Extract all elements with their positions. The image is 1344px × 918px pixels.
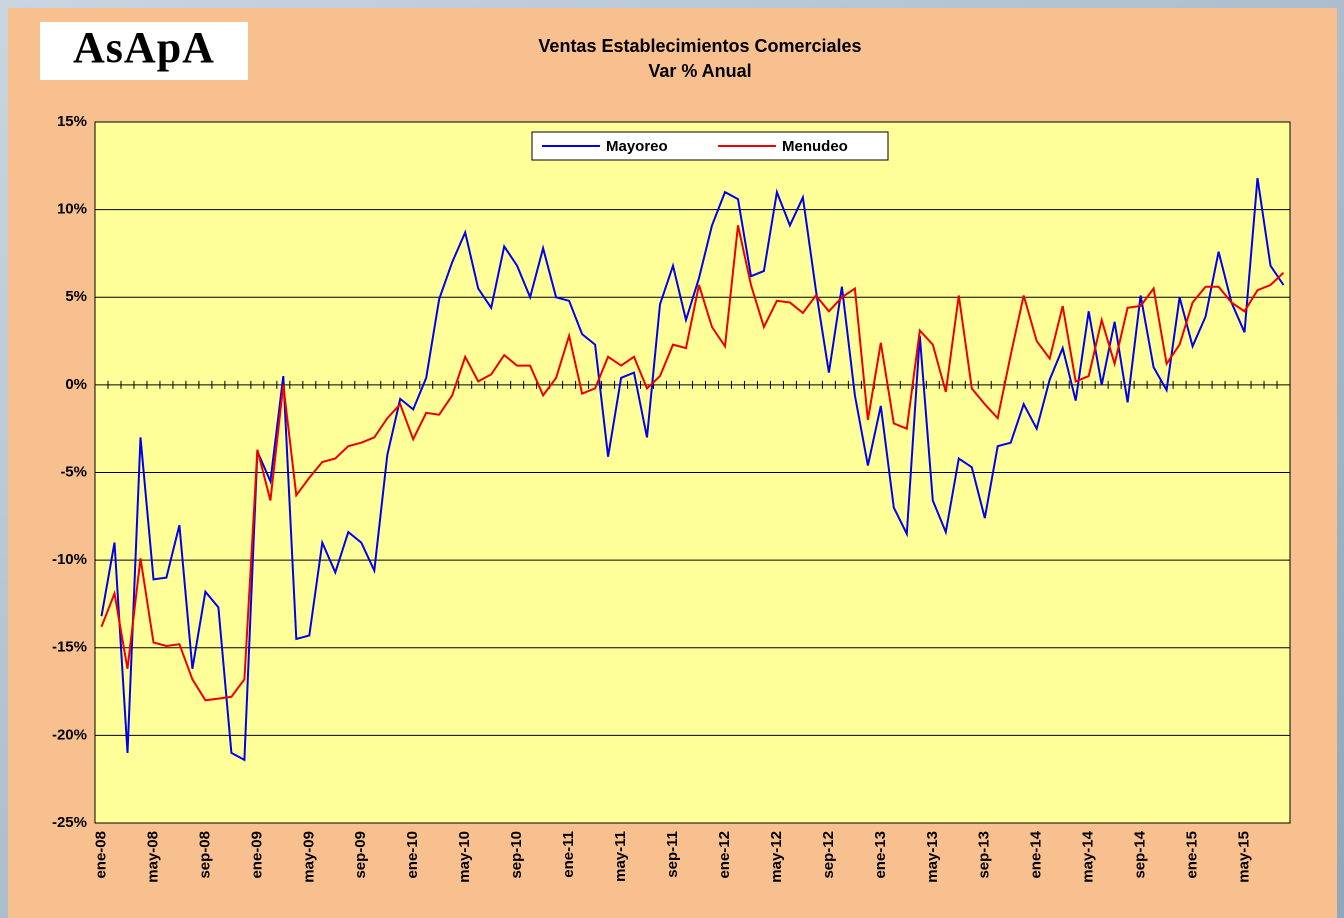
x-tick-label: ene-12 xyxy=(716,831,733,879)
y-tick-label: -15% xyxy=(52,639,87,656)
x-tick-label: ene-10 xyxy=(404,831,421,879)
x-tick-label: ene-15 xyxy=(1184,831,1201,879)
x-tick-label: ene-13 xyxy=(872,831,889,879)
x-tick-label: may-14 xyxy=(1080,830,1097,882)
y-tick-label: -5% xyxy=(60,463,87,480)
line-mayoreo xyxy=(100,177,1285,762)
y-tick-label: -20% xyxy=(52,726,87,743)
x-tick-label: ene-08 xyxy=(92,831,109,879)
y-tick-label: 0% xyxy=(65,376,87,393)
logo: AsApA xyxy=(73,23,215,72)
x-tick-label: may-10 xyxy=(456,831,473,883)
legend-label: Menudeo xyxy=(782,138,848,155)
logo-box xyxy=(40,22,248,80)
y-tick-label: 10% xyxy=(57,201,87,218)
y-tick-label: 15% xyxy=(57,113,87,130)
x-tick-label: sep-14 xyxy=(1132,830,1149,878)
x-tick-label: may-15 xyxy=(1236,831,1253,883)
x-tick-label: sep-11 xyxy=(664,831,681,878)
x-tick-label: sep-10 xyxy=(508,831,525,879)
x-tick-label: may-11 xyxy=(612,831,629,882)
x-tick-label: ene-09 xyxy=(248,831,265,879)
y-tick-label: 5% xyxy=(65,288,87,305)
x-tick-label: may-12 xyxy=(768,831,785,883)
legend-label: Mayoreo xyxy=(606,138,668,155)
chart-title: Ventas Establecimientos Comerciales xyxy=(538,36,861,56)
x-tick-label: sep-13 xyxy=(976,831,993,879)
line-menudeo xyxy=(100,225,1285,702)
y-tick-label: -10% xyxy=(52,551,87,568)
x-tick-label: may-13 xyxy=(924,831,941,883)
chart-subtitle: Var % Anual xyxy=(648,61,751,81)
x-tick-label: ene-14 xyxy=(1028,830,1045,878)
x-tick-label: sep-12 xyxy=(820,831,837,879)
y-tick-label: -25% xyxy=(52,814,87,831)
x-tick-label: ene-11 xyxy=(560,831,577,878)
x-tick-label: may-09 xyxy=(300,831,317,883)
x-tick-label: may-08 xyxy=(144,831,161,883)
x-tick-label: sep-08 xyxy=(196,831,213,879)
x-tick-label: sep-09 xyxy=(352,831,369,879)
